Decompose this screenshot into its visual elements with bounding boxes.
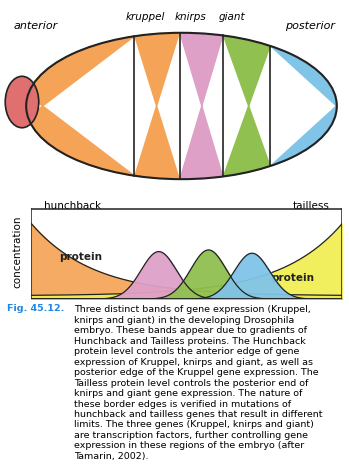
Text: expression in these regions of the embryo (after: expression in these regions of the embry… [74, 441, 304, 450]
Text: Tailless protein level controls the posterior end of: Tailless protein level controls the post… [74, 379, 308, 388]
Text: hunchback and tailless genes that result in different: hunchback and tailless genes that result… [74, 410, 322, 419]
Polygon shape [28, 36, 134, 176]
Text: knirps and giant gene expression. The nature of: knirps and giant gene expression. The na… [74, 389, 302, 398]
Polygon shape [270, 46, 337, 166]
Text: hunchback: hunchback [44, 202, 101, 211]
Text: embryo. These bands appear due to gradients of: embryo. These bands appear due to gradie… [74, 326, 307, 335]
Text: protein level controls the anterior edge of gene: protein level controls the anterior edge… [74, 347, 299, 356]
Text: tailless: tailless [293, 202, 329, 211]
Text: these border edges is verified in mutations of: these border edges is verified in mutati… [74, 399, 291, 408]
Text: protein: protein [59, 252, 102, 262]
Text: giant: giant [219, 12, 245, 22]
Polygon shape [180, 33, 223, 179]
Text: knirps and giant) in the developing Drosophila: knirps and giant) in the developing Dros… [74, 316, 294, 325]
Text: Hunchback and Tailless proteins. The Hunchback: Hunchback and Tailless proteins. The Hun… [74, 337, 305, 346]
Ellipse shape [5, 76, 39, 128]
Text: posterior edge of the Kruppel gene expression. The: posterior edge of the Kruppel gene expre… [74, 368, 318, 377]
Text: posterior: posterior [285, 21, 335, 31]
Text: concentration: concentration [12, 216, 22, 288]
Text: anterior: anterior [14, 21, 58, 31]
Text: knirps: knirps [174, 12, 206, 22]
Text: Fig. 45.12.: Fig. 45.12. [7, 304, 64, 313]
Text: limits. The three genes (Kruppel, knirps and giant): limits. The three genes (Kruppel, knirps… [74, 421, 313, 430]
Text: kruppel: kruppel [125, 12, 164, 22]
Text: Three distinct bands of gene expression (Kruppel,: Three distinct bands of gene expression … [74, 306, 310, 315]
Text: expression of Kruppel, knirps and giant, as well as: expression of Kruppel, knirps and giant,… [74, 357, 313, 367]
Text: Tamarin, 2002).: Tamarin, 2002). [74, 452, 148, 461]
Text: protein: protein [271, 273, 314, 283]
Text: are transcription factors, further controlling gene: are transcription factors, further contr… [74, 431, 308, 440]
Polygon shape [223, 35, 270, 177]
Polygon shape [135, 33, 179, 179]
